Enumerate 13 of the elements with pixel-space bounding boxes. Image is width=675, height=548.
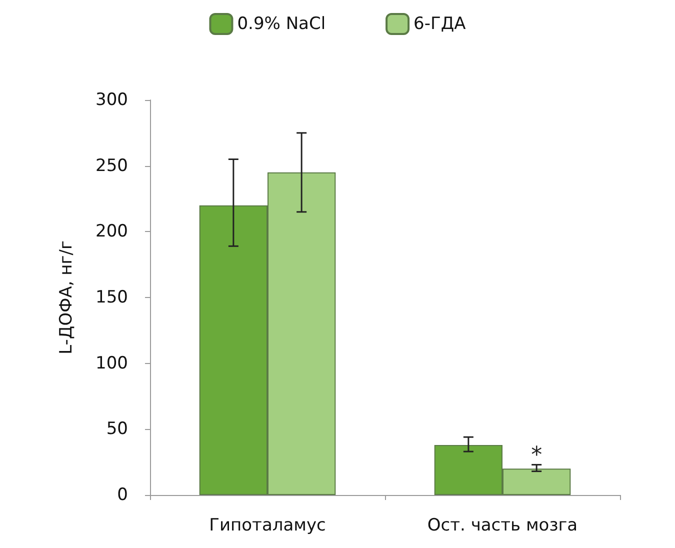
- y-tick-label: 50: [106, 419, 128, 440]
- y-tick-label: 200: [96, 222, 128, 242]
- y-tick-label: 150: [96, 288, 128, 308]
- legend-label: 6-ГДА: [414, 14, 466, 34]
- y-tick-label: 300: [96, 90, 128, 110]
- y-tick-label: 100: [96, 353, 128, 374]
- legend-label: 0.9% NaCl: [237, 14, 326, 34]
- y-tick-label: 250: [96, 156, 128, 176]
- y-axis-title: L-ДОФА, нг/г: [56, 240, 76, 354]
- y-tick-label: 0: [117, 485, 128, 505]
- x-tick-label: Ост. часть мозга: [427, 516, 578, 536]
- annotation: *: [531, 443, 542, 468]
- x-tick-label: Гипоталамус: [209, 516, 326, 536]
